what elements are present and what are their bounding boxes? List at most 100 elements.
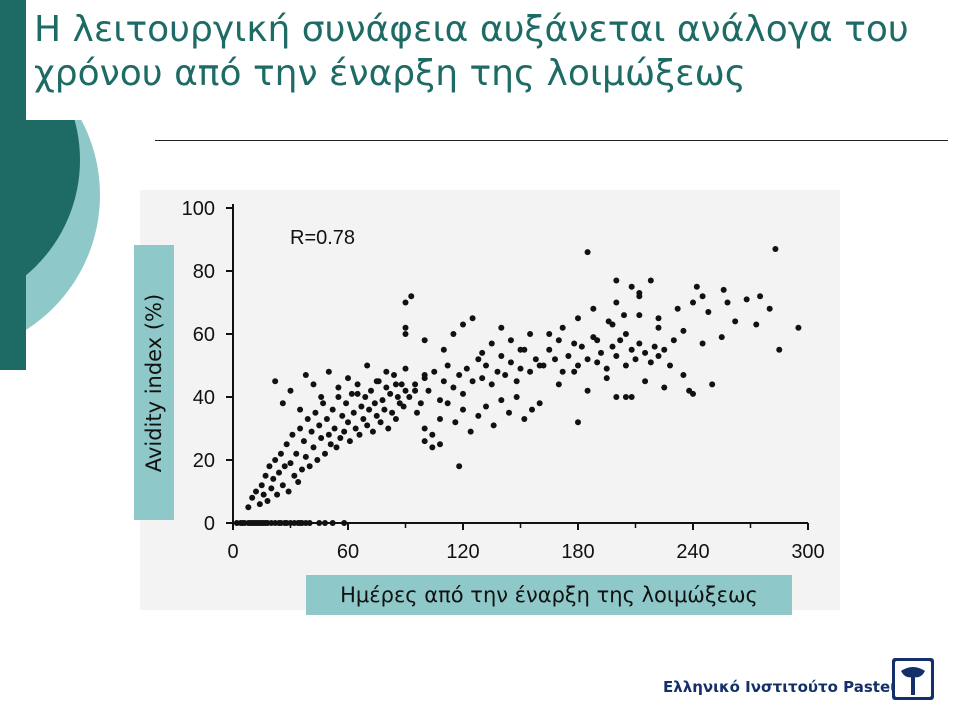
data-point xyxy=(571,340,578,347)
data-point xyxy=(506,409,512,416)
x-tick-label: 60 xyxy=(337,541,359,563)
data-point xyxy=(488,340,495,347)
data-point xyxy=(488,381,495,388)
data-point xyxy=(331,425,338,432)
data-point xyxy=(469,315,476,322)
data-point xyxy=(555,337,562,344)
data-point xyxy=(479,375,486,382)
data-point xyxy=(776,346,783,353)
data-point xyxy=(408,293,415,300)
data-point xyxy=(647,277,654,284)
data-point xyxy=(613,394,620,400)
data-point xyxy=(613,353,620,360)
data-point xyxy=(559,324,566,331)
data-point xyxy=(444,400,451,407)
data-point xyxy=(287,387,294,394)
data-point xyxy=(253,488,259,495)
data-point xyxy=(329,520,336,526)
data-point xyxy=(559,368,566,375)
data-point xyxy=(636,290,643,297)
data-point xyxy=(260,491,267,498)
data-point xyxy=(364,362,371,369)
data-point xyxy=(368,387,374,394)
data-point xyxy=(444,362,451,369)
data-point xyxy=(475,412,482,419)
data-point xyxy=(456,463,463,470)
data-point xyxy=(421,375,428,382)
data-point xyxy=(494,368,501,375)
data-point xyxy=(594,337,601,344)
data-point xyxy=(387,390,394,397)
data-point xyxy=(362,394,369,400)
data-point xyxy=(287,460,294,467)
data-point xyxy=(490,422,497,429)
data-point xyxy=(621,312,627,319)
data-point xyxy=(318,394,325,400)
data-point xyxy=(655,315,662,322)
data-point xyxy=(341,428,348,435)
data-point xyxy=(373,378,380,385)
data-point xyxy=(686,387,693,394)
data-point xyxy=(322,520,328,526)
data-point xyxy=(651,343,658,350)
data-point xyxy=(389,409,396,416)
data-point xyxy=(421,425,428,432)
data-point xyxy=(661,384,668,391)
data-point xyxy=(483,362,489,369)
x-tick-label: 120 xyxy=(446,541,479,563)
data-point xyxy=(256,501,263,508)
data-point xyxy=(414,409,420,416)
data-point xyxy=(381,406,388,413)
data-point xyxy=(306,463,313,470)
data-point xyxy=(329,406,336,413)
y-tick-label: 80 xyxy=(193,261,215,283)
data-point xyxy=(507,337,514,344)
x-tick-label: 300 xyxy=(791,541,824,563)
data-point xyxy=(463,365,470,372)
data-point xyxy=(437,441,443,448)
data-point xyxy=(667,362,673,369)
data-point xyxy=(295,479,302,486)
data-point xyxy=(460,390,466,397)
data-point xyxy=(594,359,601,366)
data-point xyxy=(655,353,662,360)
pasteur-logo-icon xyxy=(892,658,934,700)
data-point xyxy=(605,318,612,325)
data-point xyxy=(297,425,304,432)
data-point xyxy=(323,416,330,423)
data-point xyxy=(285,488,292,495)
data-point xyxy=(398,381,405,388)
data-point xyxy=(603,365,610,372)
data-point xyxy=(364,422,371,429)
data-point xyxy=(335,384,342,391)
data-point xyxy=(647,359,654,366)
data-point xyxy=(429,431,436,438)
data-point xyxy=(383,384,390,391)
organization-name: Ελληνικό Ινστιτούτο Pasteur xyxy=(663,678,909,696)
data-point xyxy=(467,428,474,435)
data-point xyxy=(590,305,597,312)
data-point xyxy=(337,434,344,441)
data-point xyxy=(613,299,620,306)
data-point xyxy=(527,368,534,375)
data-point xyxy=(281,463,288,470)
data-point xyxy=(598,349,604,356)
data-point xyxy=(674,305,681,312)
data-point xyxy=(320,400,327,407)
data-point xyxy=(772,245,779,252)
data-point xyxy=(346,438,353,445)
data-point xyxy=(718,334,725,341)
title-divider xyxy=(155,140,948,141)
data-point xyxy=(272,457,279,463)
data-point xyxy=(264,497,271,504)
data-point xyxy=(532,356,539,363)
data-point xyxy=(379,397,386,404)
data-point xyxy=(400,403,407,410)
data-point xyxy=(356,431,363,438)
data-point xyxy=(450,331,457,337)
data-point xyxy=(352,425,359,432)
data-point xyxy=(429,444,436,451)
data-point xyxy=(527,331,534,337)
data-point xyxy=(613,277,620,284)
data-point xyxy=(469,378,476,385)
